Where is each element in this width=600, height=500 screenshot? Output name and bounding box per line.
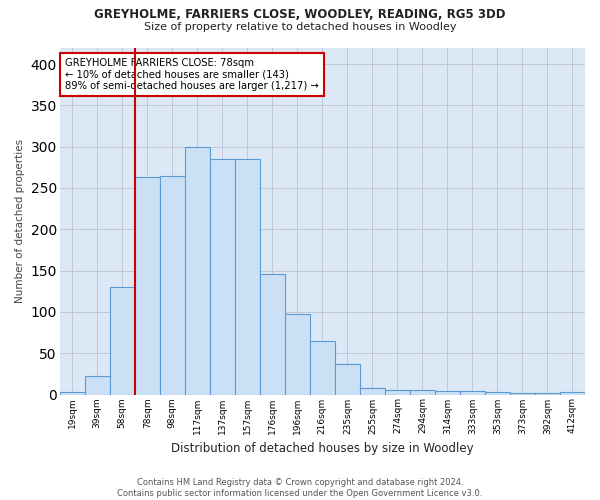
Bar [110,287,135,395]
Bar [60,392,85,394]
Bar [360,388,385,394]
Bar [310,341,335,394]
Bar [485,392,510,394]
Bar [385,390,410,394]
Y-axis label: Number of detached properties: Number of detached properties [15,139,25,303]
Bar [535,393,560,394]
Text: Contains HM Land Registry data © Crown copyright and database right 2024.
Contai: Contains HM Land Registry data © Crown c… [118,478,482,498]
Text: GREYHOLME, FARRIERS CLOSE, WOODLEY, READING, RG5 3DD: GREYHOLME, FARRIERS CLOSE, WOODLEY, READ… [94,8,506,20]
Bar [85,376,110,394]
Bar [410,390,435,394]
Bar [560,392,585,394]
Bar [435,391,460,394]
Bar [460,391,485,394]
Bar [235,159,260,394]
Text: GREYHOLME FARRIERS CLOSE: 78sqm
← 10% of detached houses are smaller (143)
89% o: GREYHOLME FARRIERS CLOSE: 78sqm ← 10% of… [65,58,319,91]
Bar [160,176,185,394]
Bar [260,274,285,394]
Bar [285,314,310,394]
Bar [135,177,160,394]
X-axis label: Distribution of detached houses by size in Woodley: Distribution of detached houses by size … [171,442,473,455]
Bar [210,159,235,394]
Bar [510,393,535,394]
Bar [335,364,360,394]
Bar [185,146,210,394]
Text: Size of property relative to detached houses in Woodley: Size of property relative to detached ho… [144,22,456,32]
